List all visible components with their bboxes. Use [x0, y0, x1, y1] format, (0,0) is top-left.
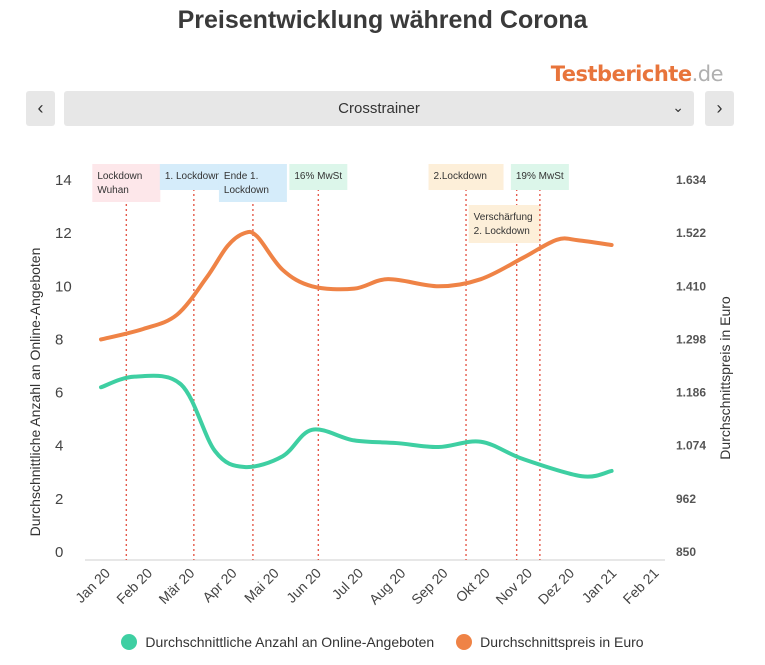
brand-suffix: .de	[691, 62, 724, 86]
y-right-tick-label: 850	[676, 545, 696, 559]
event-label: 19% MwSt	[516, 171, 564, 182]
x-tick-label: Sep 20	[408, 565, 451, 608]
y-right-tick-label: 1.298	[676, 332, 706, 346]
event-label: Lockdown Wuhan	[97, 171, 142, 196]
event-label-line: 1. Lockdown	[165, 171, 221, 182]
x-tick-label: Aug 20	[366, 565, 409, 608]
event-label: Ende 1. Lockdown	[224, 171, 269, 196]
y-right-tick-label: 1.634	[676, 173, 706, 187]
event-label-box	[159, 164, 228, 190]
y-left-tick-label: 14	[55, 172, 72, 189]
event-label-box	[510, 164, 569, 190]
y-left-tick-label: 0	[55, 544, 63, 561]
x-tick-label: Apr 20	[199, 565, 240, 606]
series-line-angebote	[99, 373, 614, 479]
y-right-tick-label: 1.186	[676, 386, 706, 400]
chevron-down-icon: ⌄	[672, 99, 684, 115]
product-select-value: Crosstrainer	[338, 100, 420, 117]
line-chart: 0 2 4 6 8 10 12 14 850 962 1.074 1.186 1.298 1.410 1.5…	[27, 164, 733, 608]
y-left-tick-label: 2	[55, 491, 63, 508]
x-tick-label: Okt 20	[452, 565, 493, 606]
brand-main: Testberichte	[550, 62, 692, 86]
series-line-preis	[99, 229, 614, 342]
next-button[interactable]: ›	[705, 91, 734, 126]
x-tick-label: Feb 20	[113, 565, 155, 607]
y-left-tick-label: 8	[55, 331, 63, 348]
legend-swatch-preis	[456, 634, 473, 650]
y-left-tick-label: 10	[55, 278, 72, 295]
event-label-box	[218, 164, 287, 202]
event-label: 16% MwSt	[294, 171, 342, 182]
y-right-axis-title: Durchschnittspreis in Euro	[717, 296, 733, 460]
y-right-tick-label: 962	[676, 492, 696, 506]
event-label: Verschärfung 2. Lockdown	[474, 212, 533, 237]
event-label-line: 2.Lockdown	[434, 171, 487, 182]
x-tick-label: Jun 20	[283, 565, 324, 606]
x-tick-label: Feb 21	[620, 565, 662, 607]
x-tick-label: Dez 20	[535, 565, 578, 608]
product-select[interactable]: Crosstrainer ⌄	[64, 91, 694, 126]
legend-label-angebote: Durchschnittliche Anzahl an Online-Angeb…	[145, 634, 435, 650]
event-label-line: Wuhan	[97, 185, 129, 196]
legend-item-angebote[interactable]: Durchschnittliche Anzahl an Online-Angeb…	[121, 634, 434, 650]
y-right-tick-label: 1.074	[676, 439, 706, 453]
prev-button[interactable]: ‹	[26, 91, 55, 126]
x-tick-label: Jan 20	[72, 565, 113, 606]
event-label: 1. Lockdown	[165, 171, 221, 182]
legend-item-preis[interactable]: Durchschnittspreis in Euro	[456, 634, 644, 650]
event-label-line: 2. Lockdown	[474, 226, 530, 237]
x-tick-label: Mai 20	[241, 565, 282, 606]
x-tick-label: Mär 20	[155, 565, 197, 607]
y-right-tick-label: 1.522	[676, 226, 706, 240]
event-label: 2.Lockdown	[434, 171, 487, 182]
y-left-axis-title: Durchschnittliche Anzahl an Online-Angeb…	[27, 248, 43, 537]
y-right-tick-label: 1.410	[676, 279, 706, 293]
event-label-line: Ende 1.	[224, 171, 258, 182]
event-label-line: Lockdown	[224, 185, 269, 196]
event-label-line: Verschärfung	[474, 212, 533, 223]
event-label-box	[289, 164, 348, 190]
event-label-box	[92, 164, 161, 202]
y-left-tick-label: 4	[55, 438, 63, 455]
event-label-line: Lockdown	[97, 171, 142, 182]
event-label-box	[468, 205, 541, 243]
y-left-tick-label: 12	[55, 225, 72, 242]
legend-label-preis: Durchschnittspreis in Euro	[480, 634, 644, 650]
legend-swatch-angebote	[121, 634, 138, 650]
page-title: Preisentwicklung während Corona	[177, 6, 588, 34]
event-label-box	[428, 164, 504, 190]
brand-logo[interactable]: Testberichte.de	[550, 62, 724, 86]
event-label-line: 16% MwSt	[294, 171, 342, 182]
x-tick-label: Jul 20	[329, 565, 367, 603]
x-tick-label: Nov 20	[492, 565, 535, 608]
chevron-left-icon: ‹	[37, 98, 44, 118]
x-tick-label: Jan 21	[578, 565, 619, 606]
chevron-right-icon: ›	[716, 98, 723, 118]
chart-legend: Durchschnittliche Anzahl an Online-Angeb…	[0, 634, 765, 650]
event-label-line: 19% MwSt	[516, 171, 564, 182]
y-left-tick-label: 6	[55, 385, 63, 402]
